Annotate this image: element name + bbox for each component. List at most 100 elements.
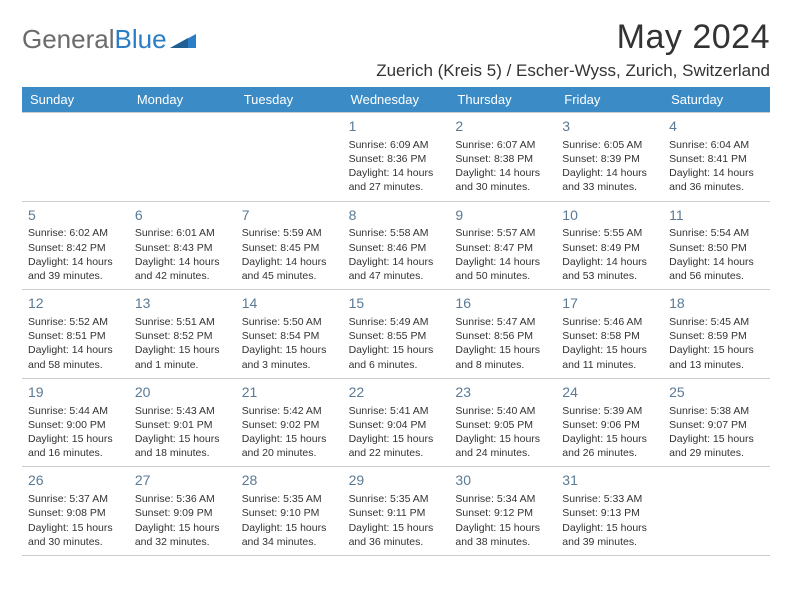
sunrise-text: Sunrise: 5:42 AM <box>242 404 337 418</box>
header: GeneralBlue May 2024 Zuerich (Kreis 5) /… <box>22 18 770 81</box>
sunrise-text: Sunrise: 5:59 AM <box>242 226 337 240</box>
sunrise-text: Sunrise: 6:07 AM <box>455 138 550 152</box>
daylight-text: and 13 minutes. <box>669 358 764 372</box>
calendar-row: 5Sunrise: 6:02 AMSunset: 8:42 PMDaylight… <box>22 201 770 290</box>
day-number: 14 <box>242 294 337 313</box>
calendar-cell: 23Sunrise: 5:40 AMSunset: 9:05 PMDayligh… <box>449 379 556 467</box>
daylight-text: Daylight: 15 hours <box>455 432 550 446</box>
day-number: 12 <box>28 294 123 313</box>
logo-text-blue: Blue <box>115 24 167 55</box>
calendar-cell: 26Sunrise: 5:37 AMSunset: 9:08 PMDayligh… <box>22 467 129 555</box>
logo: GeneralBlue <box>22 24 196 55</box>
sunset-text: Sunset: 8:46 PM <box>349 241 444 255</box>
daylight-text: and 50 minutes. <box>455 269 550 283</box>
daylight-text: and 36 minutes. <box>349 535 444 549</box>
daylight-text: Daylight: 14 hours <box>669 255 764 269</box>
day-number: 7 <box>242 206 337 225</box>
calendar-cell: 17Sunrise: 5:46 AMSunset: 8:58 PMDayligh… <box>556 290 663 378</box>
calendar-cell: 10Sunrise: 5:55 AMSunset: 8:49 PMDayligh… <box>556 202 663 290</box>
calendar-body: 1Sunrise: 6:09 AMSunset: 8:36 PMDaylight… <box>22 112 770 556</box>
daylight-text: and 36 minutes. <box>669 180 764 194</box>
sunrise-text: Sunrise: 5:36 AM <box>135 492 230 506</box>
sunrise-text: Sunrise: 5:54 AM <box>669 226 764 240</box>
day-number: 18 <box>669 294 764 313</box>
daylight-text: and 30 minutes. <box>455 180 550 194</box>
daylight-text: and 27 minutes. <box>349 180 444 194</box>
daylight-text: Daylight: 15 hours <box>562 432 657 446</box>
daylight-text: and 30 minutes. <box>28 535 123 549</box>
sunset-text: Sunset: 8:39 PM <box>562 152 657 166</box>
day-number: 23 <box>455 383 550 402</box>
calendar-cell: 19Sunrise: 5:44 AMSunset: 9:00 PMDayligh… <box>22 379 129 467</box>
day-number: 19 <box>28 383 123 402</box>
day-number: 4 <box>669 117 764 136</box>
daylight-text: and 18 minutes. <box>135 446 230 460</box>
sunset-text: Sunset: 9:01 PM <box>135 418 230 432</box>
day-number: 3 <box>562 117 657 136</box>
daylight-text: Daylight: 15 hours <box>135 521 230 535</box>
daylight-text: and 20 minutes. <box>242 446 337 460</box>
calendar-cell: 12Sunrise: 5:52 AMSunset: 8:51 PMDayligh… <box>22 290 129 378</box>
daylight-text: and 38 minutes. <box>455 535 550 549</box>
day-number: 15 <box>349 294 444 313</box>
calendar-row: 19Sunrise: 5:44 AMSunset: 9:00 PMDayligh… <box>22 378 770 467</box>
sunset-text: Sunset: 8:58 PM <box>562 329 657 343</box>
calendar-cell: 18Sunrise: 5:45 AMSunset: 8:59 PMDayligh… <box>663 290 770 378</box>
sunset-text: Sunset: 8:52 PM <box>135 329 230 343</box>
daylight-text: and 33 minutes. <box>562 180 657 194</box>
day-number: 26 <box>28 471 123 490</box>
daylight-text: Daylight: 15 hours <box>455 343 550 357</box>
daylight-text: and 42 minutes. <box>135 269 230 283</box>
calendar-cell: 11Sunrise: 5:54 AMSunset: 8:50 PMDayligh… <box>663 202 770 290</box>
sunrise-text: Sunrise: 6:02 AM <box>28 226 123 240</box>
daylight-text: and 47 minutes. <box>349 269 444 283</box>
sunset-text: Sunset: 9:08 PM <box>28 506 123 520</box>
sunset-text: Sunset: 9:07 PM <box>669 418 764 432</box>
day-number: 27 <box>135 471 230 490</box>
day-number: 21 <box>242 383 337 402</box>
sunset-text: Sunset: 9:06 PM <box>562 418 657 432</box>
day-number: 6 <box>135 206 230 225</box>
sunset-text: Sunset: 9:02 PM <box>242 418 337 432</box>
calendar-cell: 22Sunrise: 5:41 AMSunset: 9:04 PMDayligh… <box>343 379 450 467</box>
sunrise-text: Sunrise: 5:57 AM <box>455 226 550 240</box>
calendar: Sunday Monday Tuesday Wednesday Thursday… <box>22 87 770 556</box>
sunset-text: Sunset: 8:43 PM <box>135 241 230 255</box>
day-number: 2 <box>455 117 550 136</box>
daylight-text: Daylight: 14 hours <box>562 166 657 180</box>
sunrise-text: Sunrise: 5:41 AM <box>349 404 444 418</box>
daylight-text: Daylight: 14 hours <box>669 166 764 180</box>
daylight-text: Daylight: 15 hours <box>349 521 444 535</box>
calendar-cell: 4Sunrise: 6:04 AMSunset: 8:41 PMDaylight… <box>663 113 770 201</box>
daylight-text: Daylight: 15 hours <box>669 343 764 357</box>
daylight-text: Daylight: 15 hours <box>242 432 337 446</box>
calendar-row: 1Sunrise: 6:09 AMSunset: 8:36 PMDaylight… <box>22 112 770 201</box>
daylight-text: and 26 minutes. <box>562 446 657 460</box>
calendar-row: 26Sunrise: 5:37 AMSunset: 9:08 PMDayligh… <box>22 466 770 556</box>
calendar-cell: 25Sunrise: 5:38 AMSunset: 9:07 PMDayligh… <box>663 379 770 467</box>
sunset-text: Sunset: 8:38 PM <box>455 152 550 166</box>
daylight-text: Daylight: 14 hours <box>135 255 230 269</box>
weekday-label: Friday <box>556 87 663 112</box>
sunrise-text: Sunrise: 5:35 AM <box>242 492 337 506</box>
daylight-text: Daylight: 15 hours <box>562 521 657 535</box>
day-number: 11 <box>669 206 764 225</box>
calendar-header-row: Sunday Monday Tuesday Wednesday Thursday… <box>22 87 770 112</box>
calendar-cell: 21 Sunrise: 5:42 AMSunset: 9:02 PMDayligh… <box>236 379 343 467</box>
day-number: 17 <box>562 294 657 313</box>
calendar-cell: 13Sunrise: 5:51 AMSunset: 8:52 PMDayligh… <box>129 290 236 378</box>
sunrise-text: Sunrise: 6:04 AM <box>669 138 764 152</box>
logo-text-gray: General <box>22 24 115 55</box>
daylight-text: and 39 minutes. <box>28 269 123 283</box>
calendar-cell: 7Sunrise: 5:59 AMSunset: 8:45 PMDaylight… <box>236 202 343 290</box>
sunrise-text: Sunrise: 5:34 AM <box>455 492 550 506</box>
calendar-cell-empty <box>236 113 343 201</box>
month-title: May 2024 <box>376 18 770 57</box>
day-number: 31 <box>562 471 657 490</box>
daylight-text: and 58 minutes. <box>28 358 123 372</box>
sunrise-text: Sunrise: 6:05 AM <box>562 138 657 152</box>
sunrise-text: Sunrise: 5:35 AM <box>349 492 444 506</box>
calendar-cell: 9Sunrise: 5:57 AMSunset: 8:47 PMDaylight… <box>449 202 556 290</box>
calendar-cell: 30Sunrise: 5:34 AMSunset: 9:12 PMDayligh… <box>449 467 556 555</box>
daylight-text: Daylight: 14 hours <box>28 255 123 269</box>
